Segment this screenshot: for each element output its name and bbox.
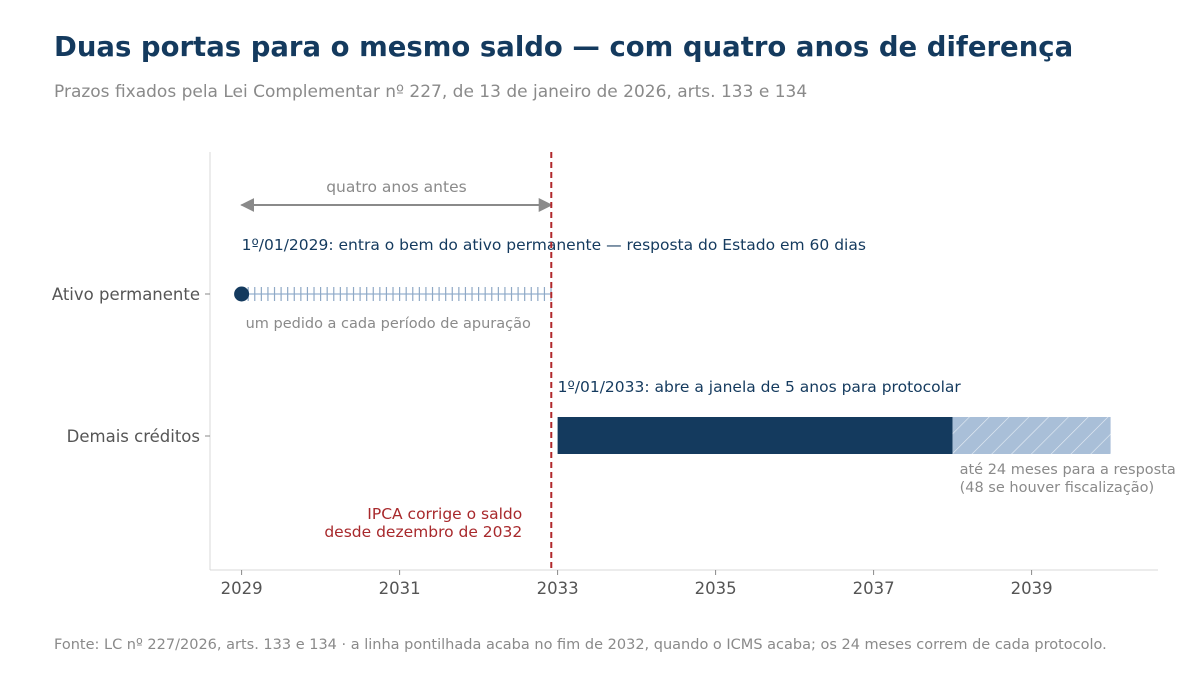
monthly-request-ticks <box>247 287 552 301</box>
ativo-note: um pedido a cada período de apuração <box>246 316 531 332</box>
x-tick-label: 2035 <box>695 579 737 598</box>
x-tick-label: 2039 <box>1011 579 1053 598</box>
source-footer: Fonte: LC nº 227/2026, arts. 133 e 134 ·… <box>54 637 1107 653</box>
response-tail-bar <box>952 417 1111 454</box>
protocol-window-bar <box>557 417 953 454</box>
tail-note-line-2: (48 se houver fiscalização) <box>960 480 1155 496</box>
ativo-start-marker <box>234 286 250 302</box>
x-axis-ticks: 2029 2031 2033 2035 2037 2039 <box>221 570 1053 598</box>
ipca-note-line-1: IPCA corrige o saldo <box>367 505 522 523</box>
demais-annotation: 1º/01/2033: abre a janela de 5 anos para… <box>558 378 962 396</box>
ipca-note-line-2: desde dezembro de 2032 <box>324 523 522 541</box>
category-label-ativo: Ativo permanente <box>52 285 200 304</box>
ativo-annotation: 1º/01/2029: entra o bem do ativo permane… <box>242 236 866 254</box>
tail-note-line-1: até 24 meses para a resposta <box>960 462 1176 478</box>
category-label-demais: Demais créditos <box>67 427 200 446</box>
gap-arrow-label: quatro anos antes <box>326 178 467 196</box>
chart-title: Duas portas para o mesmo saldo — com qua… <box>54 31 1074 63</box>
x-tick-label: 2031 <box>379 579 421 598</box>
x-tick-label: 2029 <box>221 579 263 598</box>
x-tick-label: 2037 <box>853 579 895 598</box>
x-tick-label: 2033 <box>537 579 579 598</box>
chart-subtitle: Prazos fixados pela Lei Complementar nº … <box>54 82 808 102</box>
